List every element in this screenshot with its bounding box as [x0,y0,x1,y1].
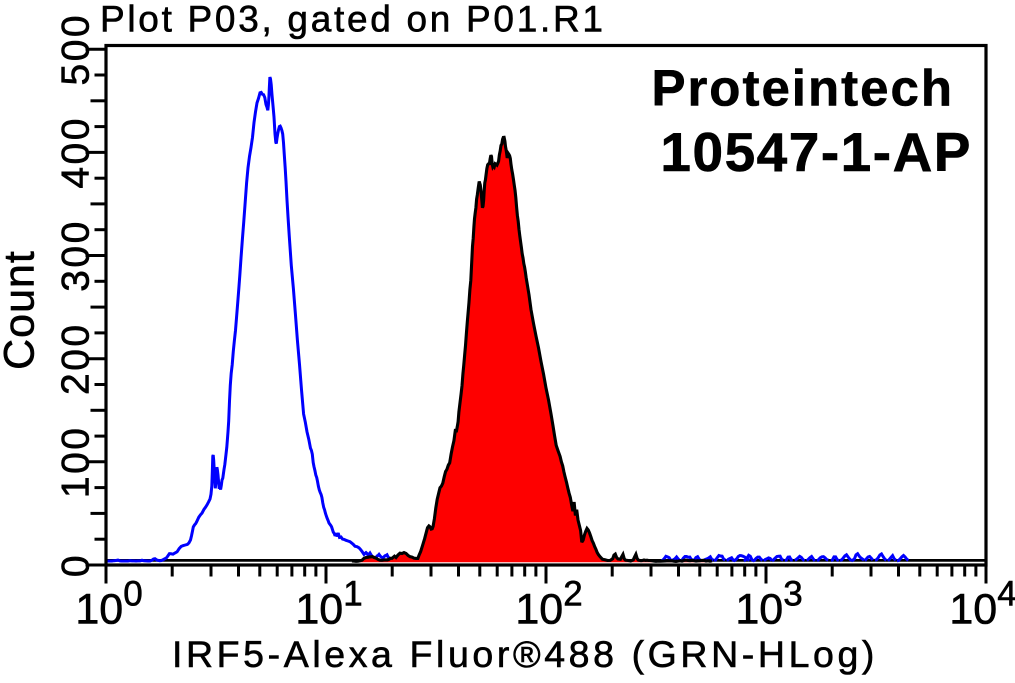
svg-text:IRF5-Alexa Fluor®488 (GRN-HLog: IRF5-Alexa Fluor®488 (GRN-HLog) [172,633,878,675]
svg-text:100: 100 [55,426,98,499]
svg-text:Count: Count [0,250,44,370]
svg-text:500: 500 [55,13,98,86]
svg-text:Plot P03, gated on P01.R1: Plot P03, gated on P01.R1 [100,0,606,40]
svg-text:Proteintech: Proteintech [651,60,954,117]
svg-text:10547-1-AP: 10547-1-AP [660,121,972,183]
